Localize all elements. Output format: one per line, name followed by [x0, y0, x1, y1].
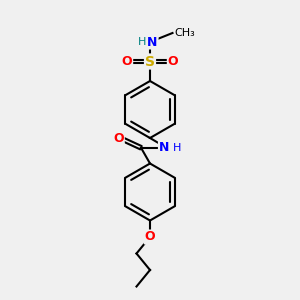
Text: O: O — [145, 230, 155, 244]
Text: N: N — [147, 35, 158, 49]
Text: H: H — [138, 37, 146, 47]
Text: N: N — [159, 141, 169, 154]
Text: O: O — [113, 132, 124, 145]
Text: CH₃: CH₃ — [174, 28, 195, 38]
Text: O: O — [122, 55, 132, 68]
Text: H: H — [173, 143, 182, 153]
Text: S: S — [145, 55, 155, 68]
Text: O: O — [168, 55, 178, 68]
